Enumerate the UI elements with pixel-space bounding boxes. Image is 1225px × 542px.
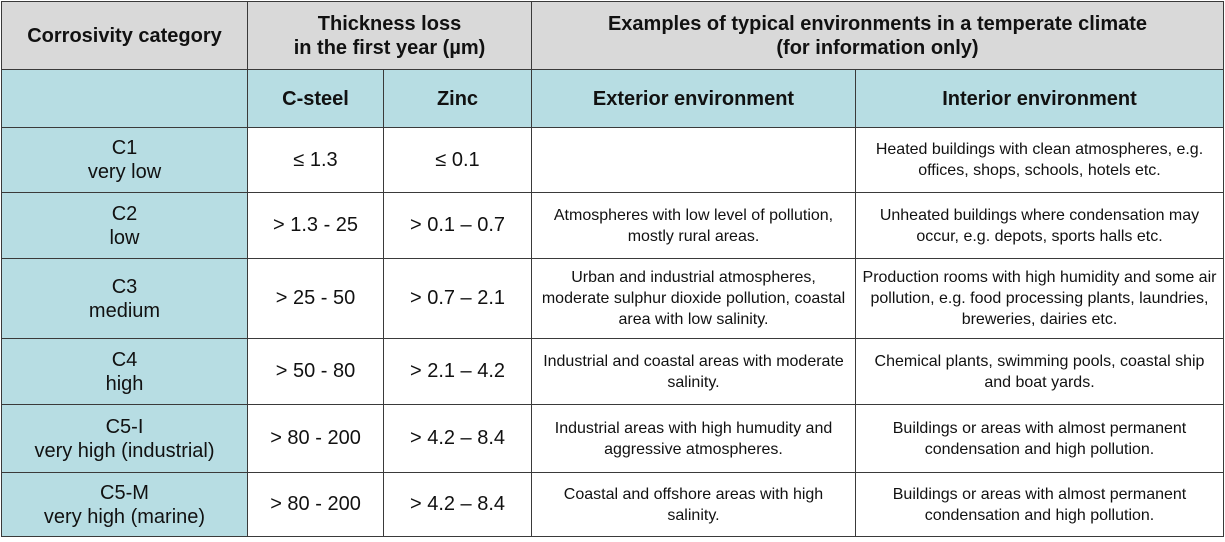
category-cell: C1 very low <box>1 127 248 193</box>
csteel-cell: ≤ 1.3 <box>247 127 384 193</box>
category-level: very high (industrial) <box>34 439 215 462</box>
header-examples-line1: Examples of typical environments in a te… <box>607 12 1148 35</box>
table-row: C1 very low ≤ 1.3 ≤ 0.1 Heated buildings… <box>1 127 1224 193</box>
header-interior: Interior environment <box>855 69 1224 128</box>
zinc-cell: > 4.2 – 8.4 <box>383 404 532 473</box>
category-code: C2 <box>111 202 138 225</box>
exterior-cell: Industrial and coastal areas with modera… <box>531 338 856 405</box>
zinc-cell: > 0.1 – 0.7 <box>383 192 532 259</box>
category-level: very low <box>87 161 162 183</box>
csteel-cell: > 50 - 80 <box>247 338 384 405</box>
category-level: medium <box>88 299 161 322</box>
category-code: C4 <box>111 348 138 371</box>
category-code: C1 <box>111 137 138 159</box>
interior-cell: Unheated buildings where condensation ma… <box>855 192 1224 259</box>
header-zinc: Zinc <box>383 69 532 128</box>
header-empty-cell <box>1 69 248 128</box>
category-level: high <box>105 372 144 395</box>
zinc-cell: > 2.1 – 4.2 <box>383 338 532 405</box>
header-csteel: C-steel <box>247 69 384 128</box>
category-code: C5-I <box>105 415 144 438</box>
header-thickness-loss: Thickness loss in the first year (µm) <box>247 1 532 70</box>
exterior-cell <box>531 127 856 193</box>
interior-cell: Production rooms with high humidity and … <box>855 258 1224 339</box>
table-row: C2 low > 1.3 - 25 > 0.1 – 0.7 Atmosphere… <box>1 192 1224 259</box>
header-row-top: Corrosivity category Thickness loss in t… <box>1 1 1224 70</box>
header-corrosivity-category: Corrosivity category <box>1 1 248 70</box>
header-category-label: Corrosivity category <box>27 24 222 47</box>
table-row: C4 high > 50 - 80 > 2.1 – 4.2 Industrial… <box>1 338 1224 405</box>
header-row-sub: C-steel Zinc Exterior environment Interi… <box>1 69 1224 128</box>
interior-cell: Heated buildings with clean atmospheres,… <box>855 127 1224 193</box>
header-thickness-line1: Thickness loss <box>317 12 462 35</box>
category-cell: C3 medium <box>1 258 248 339</box>
csteel-cell: > 80 - 200 <box>247 472 384 537</box>
csteel-cell: > 80 - 200 <box>247 404 384 473</box>
header-thickness-line2: in the first year (µm) <box>293 36 486 59</box>
header-examples-line2: (for information only) <box>776 36 979 59</box>
category-code: C5-M <box>100 481 149 504</box>
table-row: C5-M very high (marine) > 80 - 200 > 4.2… <box>1 472 1224 537</box>
zinc-cell: > 4.2 – 8.4 <box>383 472 532 537</box>
category-cell: C2 low <box>1 192 248 259</box>
zinc-cell: > 0.7 – 2.1 <box>383 258 532 339</box>
category-level: low <box>109 226 140 249</box>
table-row: C3 medium > 25 - 50 > 0.7 – 2.1 Urban an… <box>1 258 1224 339</box>
exterior-cell: Industrial areas with high humudity and … <box>531 404 856 473</box>
csteel-cell: > 25 - 50 <box>247 258 384 339</box>
category-cell: C5-I very high (industrial) <box>1 404 248 473</box>
csteel-cell: > 1.3 - 25 <box>247 192 384 259</box>
interior-cell: Buildings or areas with almost permanent… <box>855 404 1224 473</box>
category-cell: C4 high <box>1 338 248 405</box>
zinc-cell: ≤ 0.1 <box>383 127 532 193</box>
category-code: C3 <box>111 275 138 298</box>
category-cell: C5-M very high (marine) <box>1 472 248 537</box>
table-row: C5-I very high (industrial) > 80 - 200 >… <box>1 404 1224 473</box>
category-level: very high (marine) <box>43 505 206 528</box>
interior-cell: Chemical plants, swimming pools, coastal… <box>855 338 1224 405</box>
exterior-cell: Urban and industrial atmospheres, modera… <box>531 258 856 339</box>
exterior-cell: Coastal and offshore areas with high sal… <box>531 472 856 537</box>
interior-cell: Buildings or areas with almost permanent… <box>855 472 1224 537</box>
exterior-cell: Atmospheres with low level of pollution,… <box>531 192 856 259</box>
header-exterior: Exterior environment <box>531 69 856 128</box>
header-examples: Examples of typical environments in a te… <box>531 1 1224 70</box>
